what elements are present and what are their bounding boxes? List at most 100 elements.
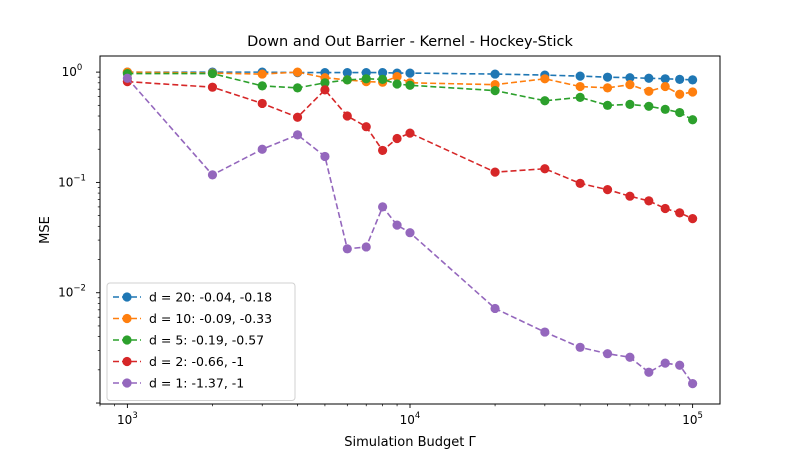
data-point bbox=[320, 78, 330, 88]
data-point bbox=[660, 74, 670, 84]
data-point bbox=[392, 220, 402, 230]
data-point bbox=[392, 72, 402, 82]
data-point bbox=[122, 73, 132, 83]
legend-box bbox=[106, 282, 296, 401]
data-point bbox=[540, 74, 550, 84]
data-point bbox=[292, 83, 303, 93]
data-point bbox=[644, 86, 654, 96]
y-axis-label: MSE bbox=[38, 216, 53, 244]
legend-marker bbox=[122, 378, 132, 388]
legend-marker bbox=[122, 335, 132, 345]
data-point bbox=[575, 71, 585, 81]
data-point bbox=[361, 242, 371, 252]
legend-label: d = 20: -0.04, -0.18 bbox=[149, 290, 272, 305]
x-tick-label: 103 bbox=[117, 411, 138, 427]
y-tick-label: 100 bbox=[62, 63, 83, 79]
data-point bbox=[342, 68, 352, 78]
series-3 bbox=[122, 77, 698, 224]
data-point bbox=[675, 360, 685, 370]
data-point bbox=[361, 74, 371, 84]
legend-entry: d = 5: -0.19, -0.57 bbox=[113, 333, 264, 348]
data-point bbox=[644, 196, 654, 206]
data-point bbox=[405, 80, 415, 90]
data-point bbox=[575, 81, 585, 92]
data-point bbox=[625, 191, 635, 201]
data-point bbox=[688, 87, 698, 97]
data-point bbox=[320, 151, 330, 162]
data-point bbox=[660, 358, 670, 368]
data-point bbox=[688, 115, 698, 125]
data-point bbox=[575, 178, 585, 188]
data-point bbox=[207, 82, 218, 92]
data-point bbox=[625, 352, 635, 362]
data-point bbox=[602, 100, 613, 110]
data-point bbox=[405, 128, 415, 138]
data-point bbox=[378, 145, 388, 156]
legend-entry: d = 10: -0.09, -0.33 bbox=[113, 311, 272, 326]
data-point bbox=[342, 244, 352, 254]
data-point bbox=[675, 74, 685, 84]
plot-area bbox=[122, 67, 698, 389]
legend-label: d = 5: -0.19, -0.57 bbox=[149, 333, 264, 348]
data-point bbox=[361, 122, 371, 132]
legend: d = 20: -0.04, -0.18 d = 10: -0.09, -0.33… bbox=[106, 282, 296, 401]
x-axis-label: Simulation Budget Γ bbox=[344, 435, 476, 450]
data-point bbox=[602, 349, 613, 359]
data-point bbox=[207, 68, 218, 79]
data-point bbox=[602, 185, 613, 195]
legend-label: d = 10: -0.09, -0.33 bbox=[149, 311, 272, 326]
data-point bbox=[660, 203, 670, 214]
data-point bbox=[392, 133, 402, 144]
data-point bbox=[378, 202, 388, 212]
legend-marker bbox=[122, 292, 132, 302]
data-point bbox=[602, 72, 613, 82]
data-point bbox=[292, 130, 303, 140]
data-point bbox=[490, 85, 500, 96]
data-point bbox=[405, 68, 415, 78]
y-tick-label: 10−2 bbox=[58, 284, 86, 300]
x-tick-label: 105 bbox=[682, 411, 703, 427]
data-point bbox=[675, 208, 685, 218]
data-point bbox=[575, 92, 585, 102]
data-point bbox=[625, 80, 635, 90]
legend-label: d = 2: -0.66, -1 bbox=[149, 354, 244, 369]
data-point bbox=[540, 96, 550, 106]
data-point bbox=[625, 73, 635, 83]
legend-entry: d = 20: -0.04, -0.18 bbox=[113, 290, 272, 305]
data-point bbox=[342, 75, 352, 85]
data-point bbox=[660, 81, 670, 92]
data-point bbox=[644, 367, 654, 377]
data-point bbox=[257, 81, 267, 91]
data-point bbox=[392, 79, 402, 89]
data-point bbox=[540, 327, 550, 337]
series-2 bbox=[122, 68, 698, 125]
data-point bbox=[292, 67, 303, 77]
y-axis: 100 10−1 10−2 bbox=[58, 63, 100, 404]
data-point bbox=[257, 144, 267, 154]
data-point bbox=[342, 111, 352, 121]
data-point bbox=[207, 170, 218, 180]
data-point bbox=[490, 167, 500, 177]
data-point bbox=[688, 379, 698, 389]
data-point bbox=[378, 74, 388, 84]
data-point bbox=[257, 98, 267, 109]
data-point bbox=[688, 213, 698, 224]
legend-entry: d = 2: -0.66, -1 bbox=[113, 354, 244, 369]
data-point bbox=[490, 303, 500, 314]
data-point bbox=[675, 89, 685, 99]
data-point bbox=[625, 99, 635, 109]
data-point bbox=[644, 73, 654, 83]
data-point bbox=[644, 101, 654, 111]
data-point bbox=[688, 75, 698, 85]
data-point bbox=[292, 112, 303, 122]
data-point bbox=[602, 83, 613, 93]
data-point bbox=[490, 69, 500, 79]
data-point bbox=[540, 164, 550, 174]
legend-marker bbox=[122, 313, 132, 324]
data-point bbox=[675, 107, 685, 118]
legend-entry: d = 1: -1.37, -1 bbox=[113, 376, 244, 391]
y-tick-label: 10−1 bbox=[58, 173, 86, 189]
legend-label: d = 1: -1.37, -1 bbox=[149, 376, 244, 391]
data-point bbox=[378, 68, 388, 78]
